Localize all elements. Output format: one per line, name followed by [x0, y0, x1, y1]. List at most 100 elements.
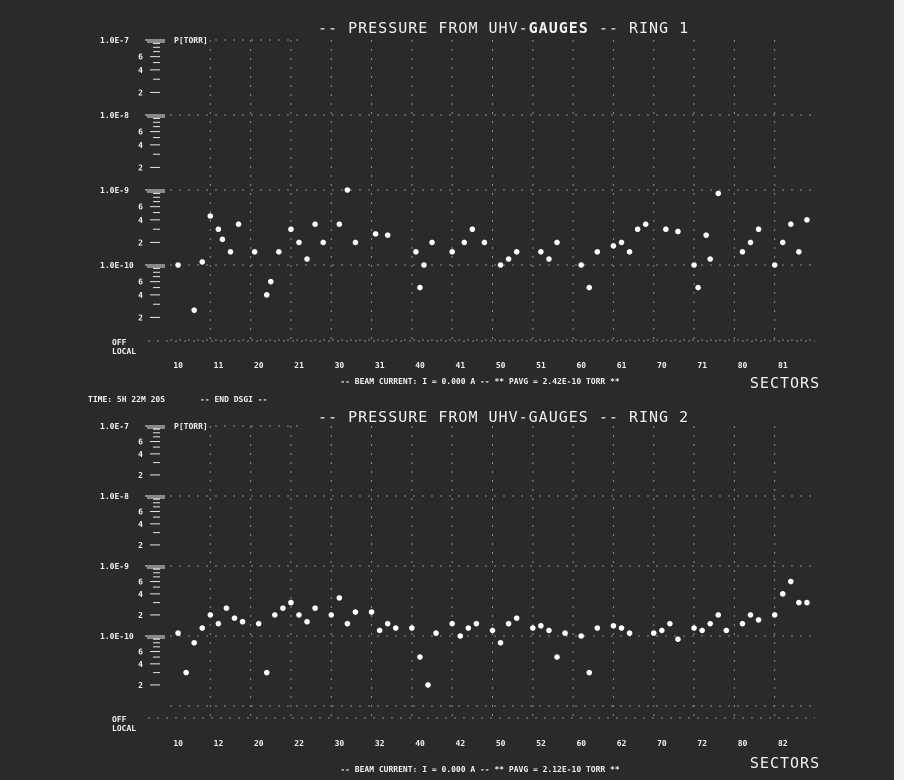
ring1-data-point [199, 259, 206, 265]
ring1-y-tick-label: 1.0E-9 [100, 186, 129, 195]
ring1-data-point [219, 236, 226, 243]
ring2-data-point [804, 599, 810, 606]
ring2-data-point [425, 682, 431, 688]
ring2-data-point [457, 633, 464, 639]
ring1-data-point [513, 248, 520, 255]
ring2-data-point [715, 612, 722, 618]
ring2-data-point [288, 599, 294, 606]
ring2-data-point [771, 612, 778, 618]
ring1-x-tick-label: 70 [657, 361, 667, 370]
ring1-data-point [304, 256, 310, 262]
ring2-y-minor-label: 4 [138, 590, 143, 599]
ring1-data-point [578, 262, 584, 268]
ring1-data-point [618, 239, 625, 246]
ring2-x-tick-label: 50 [496, 739, 506, 748]
ring2-data-point [739, 620, 746, 627]
ring2-title-prefix: -- [318, 408, 348, 426]
ring2-data-point [409, 625, 415, 631]
ring1-x-tick-label: 41 [456, 361, 466, 370]
ring1-x-tick-label: 20 [254, 361, 264, 370]
ring1-y-tick-label: 1.0E-8 [100, 111, 129, 120]
ring1-y-minor-label: 2 [138, 88, 143, 97]
ring2-data-point [336, 595, 343, 601]
ring1-data-point [449, 248, 455, 255]
ring2-x-tick-label: 22 [294, 739, 304, 748]
ring2-data-point [304, 618, 310, 625]
ring2-data-point [417, 654, 423, 660]
ring2-data-point [755, 617, 762, 623]
ring2-y-minor-label: 6 [138, 438, 143, 447]
ring1-title-prefix: -- [318, 19, 348, 37]
ring1-data-point [546, 256, 552, 262]
ring1-data-point [320, 239, 326, 246]
ring1-data-point [276, 248, 282, 255]
ring1-x-tick-label: 71 [697, 361, 707, 370]
ring1-x-tick-label: 30 [335, 361, 345, 370]
ring2-title-main: PRESSURE FROM UHV-GAUGES [348, 408, 589, 426]
ring2-y-tick-label: 1.0E-7 [100, 422, 129, 431]
ring1-y-minor-label: 2 [138, 313, 143, 322]
ring1-y-minor-label: 4 [138, 66, 143, 75]
ring2-data-point [554, 654, 560, 660]
ring2-y-minor-label: 6 [138, 578, 143, 587]
ring1-data-point [779, 239, 786, 246]
ring2-footer-beam: -- BEAM CURRENT: I = 0.000 A -- ** PAVG … [340, 765, 620, 774]
ring2-x-tick-label: 10 [173, 739, 183, 748]
ring2-off-label: OFF [112, 715, 127, 724]
ring2-data-point [667, 620, 673, 627]
ring1-data-point [497, 262, 504, 268]
ring1-data-point [538, 248, 544, 255]
ring1-data-point [505, 256, 512, 262]
ring2-data-point [513, 615, 520, 621]
ring1-data-point [372, 231, 379, 237]
ring2-x-tick-label: 32 [375, 739, 385, 748]
ring2-data-point [433, 630, 439, 636]
ring1-data-point [691, 262, 697, 268]
ring1-data-point [344, 187, 351, 193]
ring2-data-point [175, 630, 181, 636]
ring1-data-point [417, 284, 423, 291]
ring1-data-point [413, 248, 419, 255]
ring2-x-tick-label: 40 [415, 739, 425, 748]
ring2-x-tick-label: 62 [617, 739, 627, 748]
ring1-x-tick-label: 61 [617, 361, 627, 370]
ring2-data-point [723, 627, 730, 634]
ring1-y-minor-label: 2 [138, 238, 143, 247]
ring1-data-point [796, 248, 802, 255]
ring2-y-tick-label: 1.0E-8 [100, 492, 129, 501]
ring2-data-point [231, 615, 238, 621]
ring2-data-point [368, 609, 375, 615]
ring2-data-point [497, 639, 504, 646]
ring2-data-point [675, 636, 681, 643]
ring2-data-point [449, 620, 455, 627]
ring1-y-minor-label: 6 [138, 128, 143, 137]
ring1-data-point [267, 278, 274, 285]
ring2-data-point [788, 578, 794, 585]
ring2-data-point [594, 625, 601, 631]
ring2-data-point [376, 627, 383, 634]
ring2-data-point [263, 669, 270, 676]
ring1-data-point [207, 213, 214, 219]
ring1-data-point [804, 217, 810, 223]
ring1-data-point [642, 221, 649, 227]
ring2-x-tick-label: 42 [456, 739, 466, 748]
ring1-data-point [215, 226, 222, 233]
ring2-y-minor-label: 4 [138, 450, 143, 459]
ring1-y-minor-label: 6 [138, 53, 143, 62]
ring1-y-minor-label: 4 [138, 291, 143, 300]
ring2-x-tick-label: 72 [697, 739, 707, 748]
ring2-data-point [199, 625, 206, 631]
ring2-data-point [296, 612, 302, 618]
ring1-data-point [469, 226, 476, 233]
ring1-data-point [554, 239, 560, 246]
ring1-data-point [251, 248, 258, 255]
ring2-data-point [707, 620, 713, 627]
ring1-y-minor-label: 2 [138, 163, 143, 172]
ring1-data-point [675, 228, 681, 235]
ring2-data-point [352, 609, 359, 615]
ring2-x-tick-label: 20 [254, 739, 264, 748]
ring1-y-minor-label: 4 [138, 141, 143, 150]
ring2-data-point [796, 599, 802, 606]
ring2-data-point [328, 612, 335, 618]
